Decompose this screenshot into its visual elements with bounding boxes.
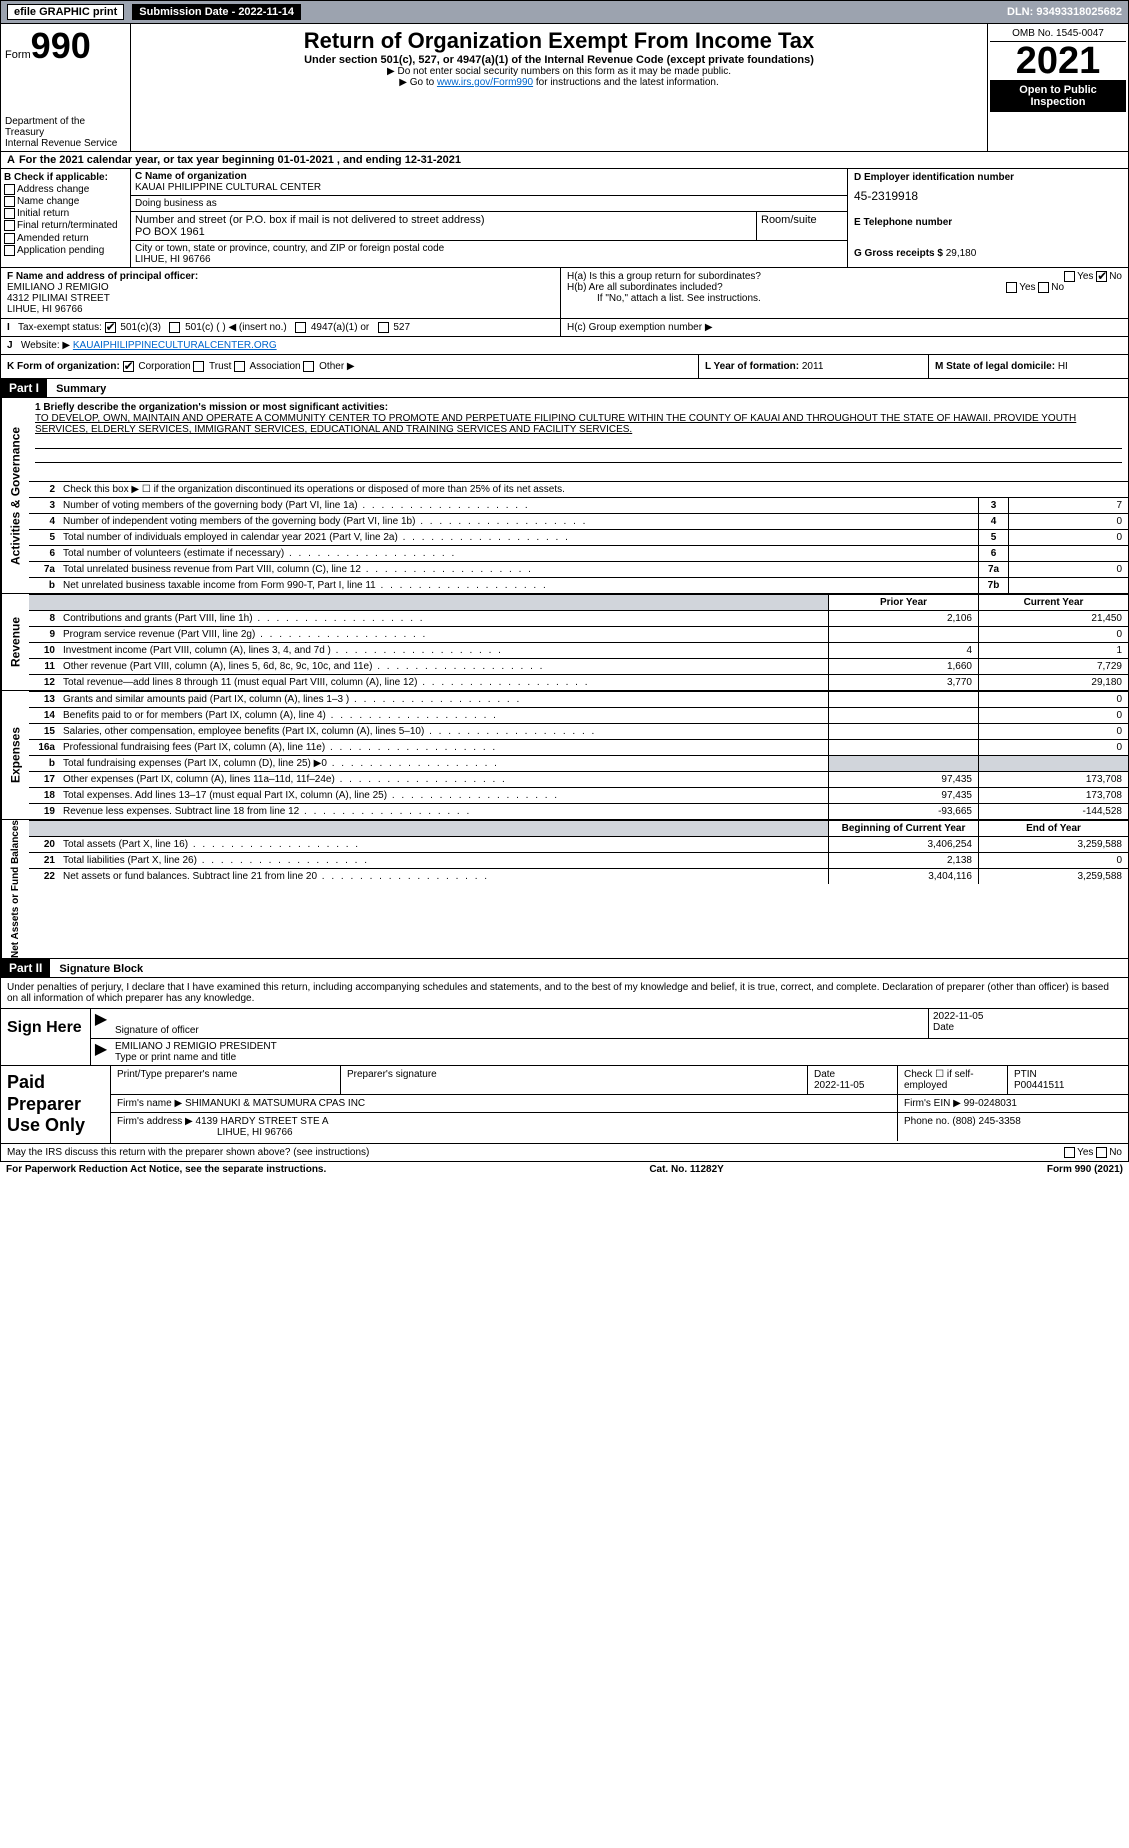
- form-title: Return of Organization Exempt From Incom…: [135, 28, 983, 54]
- i-box: I Tax-exempt status: 501(c)(3) 501(c) ( …: [1, 319, 561, 336]
- discuss-row: May the IRS discuss this return with the…: [0, 1144, 1129, 1162]
- year-box: OMB No. 1545-0047 2021 Open to Public In…: [988, 24, 1128, 114]
- row-i: I Tax-exempt status: 501(c)(3) 501(c) ( …: [0, 319, 1129, 337]
- open-public: Open to Public Inspection: [990, 80, 1126, 112]
- table-row: 17Other expenses (Part IX, column (A), l…: [29, 771, 1128, 787]
- dept-row: Department of the Treasury Internal Reve…: [0, 114, 1129, 152]
- form-header: Form990 Return of Organization Exempt Fr…: [0, 24, 1129, 114]
- col-b: B Check if applicable: Address change Na…: [1, 169, 131, 267]
- dept-treasury: Department of the Treasury Internal Reve…: [1, 114, 131, 151]
- activities-governance: Activities & Governance 1 Briefly descri…: [0, 398, 1129, 594]
- sidebar-net: Net Assets or Fund Balances: [1, 820, 29, 958]
- note-ssn: ▶ Do not enter social security numbers o…: [135, 66, 983, 77]
- part1-header: Part I Summary: [0, 379, 1129, 398]
- table-row: 7aTotal unrelated business revenue from …: [29, 561, 1128, 577]
- ein: 45-2319918: [854, 189, 1122, 203]
- instructions-box: [131, 114, 988, 151]
- row-f-h: F Name and address of principal officer:…: [0, 268, 1129, 319]
- website-link[interactable]: KAUAIPHILIPPINECULTURALCENTER.ORG: [73, 340, 277, 351]
- net-header: Beginning of Current Year End of Year: [29, 820, 1128, 836]
- h-box: H(a) Is this a group return for subordin…: [561, 268, 1128, 318]
- line-2: 2Check this box ▶ ☐ if the organization …: [29, 481, 1128, 497]
- mission-block: 1 Briefly describe the organization's mi…: [29, 398, 1128, 481]
- city-cell: City or town, state or province, country…: [131, 241, 847, 267]
- irs-link[interactable]: www.irs.gov/Form990: [437, 77, 533, 88]
- note-link: ▶ Go to www.irs.gov/Form990 for instruct…: [135, 77, 983, 88]
- l-box: L Year of formation: 2011: [698, 355, 928, 378]
- table-row: 6Total number of volunteers (estimate if…: [29, 545, 1128, 561]
- sign-here-label: Sign Here: [1, 1009, 91, 1065]
- col-c: C Name of organization KAUAI PHILIPPINE …: [131, 169, 848, 267]
- hc-box: H(c) Group exemption number ▶: [561, 319, 1128, 336]
- m-box: M State of legal domicile: HI: [928, 355, 1128, 378]
- table-row: 3Number of voting members of the governi…: [29, 497, 1128, 513]
- sign-here-block: Sign Here ▶ Signature of officer 2022-11…: [0, 1008, 1129, 1066]
- table-row: 22Net assets or fund balances. Subtract …: [29, 868, 1128, 884]
- table-row: bTotal fundraising expenses (Part IX, co…: [29, 755, 1128, 771]
- table-row: 5Total number of individuals employed in…: [29, 529, 1128, 545]
- table-row: 19Revenue less expenses. Subtract line 1…: [29, 803, 1128, 819]
- table-row: 10Investment income (Part VIII, column (…: [29, 642, 1128, 658]
- table-row: 8Contributions and grants (Part VIII, li…: [29, 610, 1128, 626]
- expenses-section: Expenses 13Grants and similar amounts pa…: [0, 691, 1129, 820]
- table-row: 11Other revenue (Part VIII, column (A), …: [29, 658, 1128, 674]
- footer: For Paperwork Reduction Act Notice, see …: [0, 1162, 1129, 1177]
- sidebar-exp: Expenses: [1, 691, 29, 819]
- paid-preparer-label: Paid Preparer Use Only: [1, 1066, 111, 1143]
- row-klm: K Form of organization: Corporation Trus…: [0, 355, 1129, 379]
- header-block-bcdeg: B Check if applicable: Address change Na…: [0, 169, 1129, 268]
- dba-cell: Doing business as: [131, 196, 847, 212]
- revenue-section: Revenue Prior Year Current Year 8Contrib…: [0, 594, 1129, 691]
- paid-preparer-block: Paid Preparer Use Only Print/Type prepar…: [0, 1066, 1129, 1144]
- submission-pill: Submission Date - 2022-11-14: [132, 4, 301, 20]
- part2-header: Part II Signature Block: [0, 959, 1129, 978]
- table-row: 9Program service revenue (Part VIII, lin…: [29, 626, 1128, 642]
- table-row: 13Grants and similar amounts paid (Part …: [29, 691, 1128, 707]
- dln: DLN: 93493318025682: [1007, 6, 1122, 18]
- sidebar-ag: Activities & Governance: [1, 398, 29, 593]
- table-row: 20Total assets (Part X, line 16)3,406,25…: [29, 836, 1128, 852]
- efile-pill: efile GRAPHIC print: [7, 4, 124, 20]
- row-j: J Website: ▶ KAUAIPHILIPPINECULTURALCENT…: [0, 337, 1129, 355]
- table-row: 4Number of independent voting members of…: [29, 513, 1128, 529]
- table-row: 15Salaries, other compensation, employee…: [29, 723, 1128, 739]
- rev-header: Prior Year Current Year: [29, 594, 1128, 610]
- col-d: D Employer identification number 45-2319…: [848, 169, 1128, 267]
- k-box: K Form of organization: Corporation Trus…: [1, 355, 698, 378]
- tax-year: 2021: [990, 42, 1126, 80]
- table-row: 18Total expenses. Add lines 13–17 (must …: [29, 787, 1128, 803]
- table-row: 12Total revenue—add lines 8 through 11 (…: [29, 674, 1128, 690]
- topbar: efile GRAPHIC print Submission Date - 20…: [0, 0, 1129, 24]
- perjury-text: Under penalties of perjury, I declare th…: [0, 978, 1129, 1008]
- mission-text: TO DEVELOP, OWN, MAINTAIN AND OPERATE A …: [35, 413, 1122, 435]
- f-box: F Name and address of principal officer:…: [1, 268, 561, 318]
- subtitle: Under section 501(c), 527, or 4947(a)(1)…: [135, 54, 983, 66]
- period-row: AFor the 2021 calendar year, or tax year…: [0, 152, 1129, 169]
- form-number-box: Form990: [1, 24, 131, 114]
- addr-row: Number and street (or P.O. box if mail i…: [131, 212, 847, 241]
- table-row: 16aProfessional fundraising fees (Part I…: [29, 739, 1128, 755]
- table-row: 21Total liabilities (Part X, line 26)2,1…: [29, 852, 1128, 868]
- netassets-section: Net Assets or Fund Balances Beginning of…: [0, 820, 1129, 959]
- org-name-cell: C Name of organization KAUAI PHILIPPINE …: [131, 169, 847, 196]
- title-box: Return of Organization Exempt From Incom…: [131, 24, 988, 114]
- sidebar-rev: Revenue: [1, 594, 29, 690]
- table-row: 14Benefits paid to or for members (Part …: [29, 707, 1128, 723]
- table-row: bNet unrelated business taxable income f…: [29, 577, 1128, 593]
